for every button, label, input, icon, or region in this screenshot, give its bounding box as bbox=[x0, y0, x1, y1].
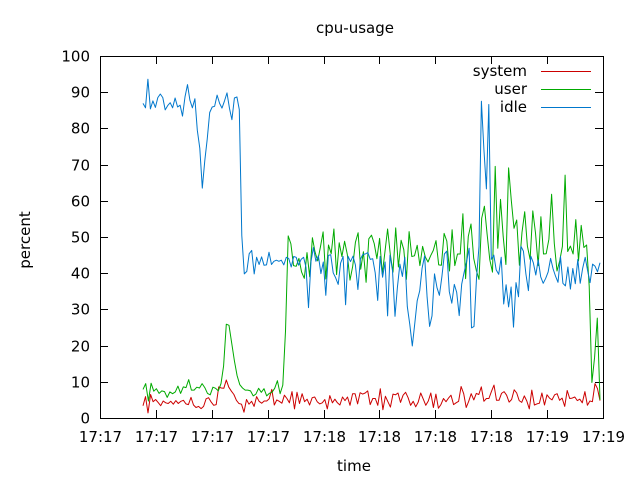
y-tick-label: 0 bbox=[80, 410, 90, 428]
legend-label-user: user bbox=[494, 80, 528, 98]
y-tick-label: 30 bbox=[71, 301, 90, 319]
y-tick-label: 80 bbox=[71, 120, 90, 138]
y-axis-label: percent bbox=[16, 211, 34, 269]
y-tick-label: 50 bbox=[71, 229, 90, 247]
legend-label-idle: idle bbox=[500, 98, 527, 116]
y-tick-label: 100 bbox=[61, 48, 90, 66]
x-tick-label: 17:17 bbox=[135, 428, 178, 446]
y-tick-label: 70 bbox=[71, 157, 90, 175]
x-axis: 17:17 17:17 17:17 17:17 17:18 17:18 17:18 17:18… bbox=[79, 56, 625, 446]
legend-label-system: system bbox=[473, 62, 527, 80]
plot-border bbox=[100, 56, 604, 419]
series-lines bbox=[142, 78, 601, 414]
x-tick-label: 17:18 bbox=[470, 428, 513, 446]
y-tick-label: 20 bbox=[71, 338, 90, 356]
y-tick-label: 90 bbox=[71, 84, 90, 102]
y-tick-label: 60 bbox=[71, 193, 90, 211]
series-line-user bbox=[142, 165, 601, 402]
x-tick-label: 17:17 bbox=[79, 428, 122, 446]
chart-title: cpu-usage bbox=[316, 19, 394, 37]
series-line-system bbox=[142, 379, 601, 414]
x-tick-label: 17:19 bbox=[526, 428, 569, 446]
y-tick-label: 10 bbox=[71, 374, 90, 392]
series-line-idle bbox=[142, 78, 601, 347]
x-axis-label: time bbox=[337, 457, 371, 475]
x-tick-label: 17:18 bbox=[303, 428, 346, 446]
x-tick-label: 17:18 bbox=[414, 428, 457, 446]
y-tick-label: 40 bbox=[71, 265, 90, 283]
x-tick-label: 17:19 bbox=[582, 428, 625, 446]
y-axis: 0 10 20 30 40 50 60 70 80 90 100 bbox=[61, 48, 603, 428]
x-tick-label: 17:17 bbox=[191, 428, 234, 446]
x-tick-label: 17:18 bbox=[358, 428, 401, 446]
x-tick-label: 17:17 bbox=[247, 428, 290, 446]
